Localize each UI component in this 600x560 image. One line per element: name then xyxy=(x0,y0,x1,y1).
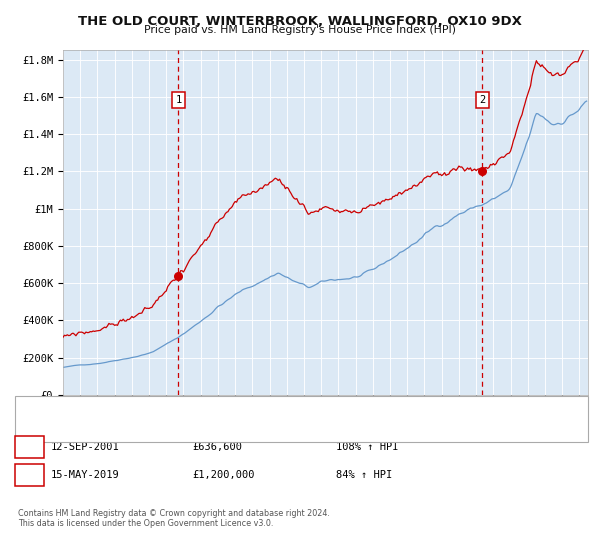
Text: 1: 1 xyxy=(26,442,32,452)
Text: 1: 1 xyxy=(175,95,182,105)
Text: THE OLD COURT, WINTERBROOK, WALLINGFORD, OX10 9DX (detached house): THE OLD COURT, WINTERBROOK, WALLINGFORD,… xyxy=(57,404,437,413)
Text: 15-MAY-2019: 15-MAY-2019 xyxy=(51,470,120,480)
Text: THE OLD COURT, WINTERBROOK, WALLINGFORD, OX10 9DX: THE OLD COURT, WINTERBROOK, WALLINGFORD,… xyxy=(78,15,522,27)
Text: 108% ↑ HPI: 108% ↑ HPI xyxy=(336,442,398,452)
Text: 2: 2 xyxy=(479,95,485,105)
Text: This data is licensed under the Open Government Licence v3.0.: This data is licensed under the Open Gov… xyxy=(18,519,274,528)
Text: £1,200,000: £1,200,000 xyxy=(192,470,254,480)
Text: Contains HM Land Registry data © Crown copyright and database right 2024.: Contains HM Land Registry data © Crown c… xyxy=(18,509,330,518)
Text: Price paid vs. HM Land Registry's House Price Index (HPI): Price paid vs. HM Land Registry's House … xyxy=(144,25,456,35)
Text: HPI: Average price, detached house, South Oxfordshire: HPI: Average price, detached house, Sout… xyxy=(57,421,362,430)
Text: 84% ↑ HPI: 84% ↑ HPI xyxy=(336,470,392,480)
Text: 12-SEP-2001: 12-SEP-2001 xyxy=(51,442,120,452)
Text: £636,600: £636,600 xyxy=(192,442,242,452)
Text: 2: 2 xyxy=(26,470,32,480)
